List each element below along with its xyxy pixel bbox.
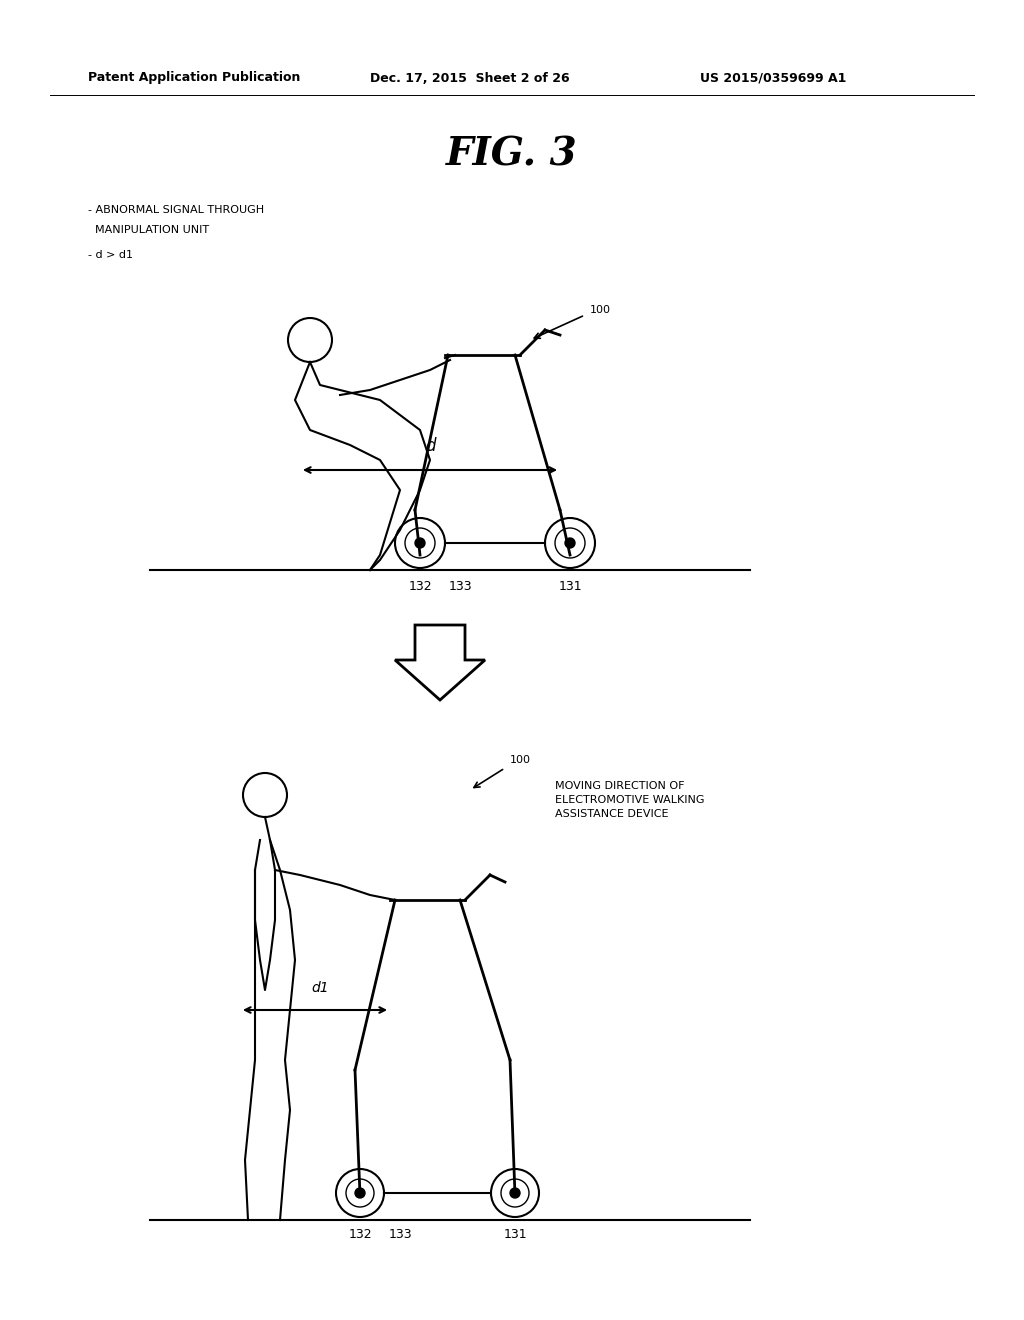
Text: 132: 132 [409, 579, 432, 593]
Text: MOVING DIRECTION OF
ELECTROMOTIVE WALKING
ASSISTANCE DEVICE: MOVING DIRECTION OF ELECTROMOTIVE WALKIN… [555, 781, 705, 818]
Circle shape [565, 539, 575, 548]
Text: Dec. 17, 2015  Sheet 2 of 26: Dec. 17, 2015 Sheet 2 of 26 [370, 71, 569, 84]
Text: 100: 100 [590, 305, 611, 315]
Polygon shape [395, 624, 485, 700]
Text: 133: 133 [449, 579, 472, 593]
Text: 132: 132 [348, 1228, 372, 1241]
Text: MANIPULATION UNIT: MANIPULATION UNIT [88, 224, 209, 235]
Text: d: d [425, 437, 435, 455]
Circle shape [355, 1188, 365, 1199]
Text: 133: 133 [388, 1228, 412, 1241]
Text: FIG. 3: FIG. 3 [446, 136, 578, 174]
Text: US 2015/0359699 A1: US 2015/0359699 A1 [700, 71, 847, 84]
Text: 100: 100 [510, 755, 531, 766]
Text: 131: 131 [558, 579, 582, 593]
Circle shape [510, 1188, 520, 1199]
Text: Patent Application Publication: Patent Application Publication [88, 71, 300, 84]
Text: 131: 131 [503, 1228, 526, 1241]
Text: - d > d1: - d > d1 [88, 249, 133, 260]
Text: d1: d1 [311, 981, 329, 995]
Text: - ABNORMAL SIGNAL THROUGH: - ABNORMAL SIGNAL THROUGH [88, 205, 264, 215]
Circle shape [415, 539, 425, 548]
